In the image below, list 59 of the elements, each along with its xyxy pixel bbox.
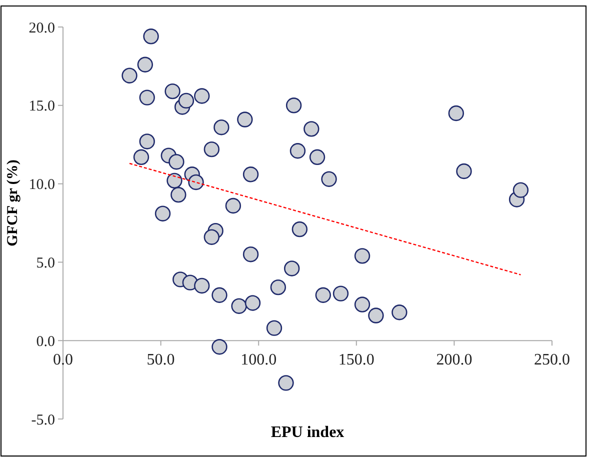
point: [170, 186, 186, 203]
point: [237, 112, 253, 128]
point: [242, 246, 259, 262]
point: [304, 121, 320, 137]
point: [292, 221, 308, 238]
point: [309, 149, 326, 165]
point: [290, 143, 306, 159]
point: [214, 120, 230, 136]
point: [139, 90, 155, 106]
point: [212, 339, 228, 355]
point: [244, 295, 261, 311]
y-tick-label: 5.0: [36, 255, 55, 272]
point: [133, 149, 150, 165]
x-axis-title: EPU index: [270, 424, 344, 441]
point: [392, 304, 408, 320]
y-tick-label: 10.0: [28, 177, 55, 194]
point: [168, 154, 184, 170]
point: [270, 279, 286, 296]
point: [315, 287, 331, 303]
point: [368, 308, 384, 324]
point: [154, 206, 171, 222]
y-tick-label: 0.0: [36, 334, 55, 350]
point: [321, 171, 337, 187]
point: [137, 56, 153, 72]
point: [143, 28, 159, 44]
point: [512, 182, 529, 198]
point: [448, 105, 464, 122]
x-tick-label: 200.0: [436, 352, 472, 369]
x-tick-label: 50.0: [146, 352, 175, 369]
x-tick-label: 150.0: [338, 352, 374, 369]
y-axis-title: GFCF gr (%): [5, 160, 21, 246]
point: [212, 287, 228, 303]
point: [456, 163, 472, 180]
point: [178, 92, 194, 109]
point: [231, 298, 247, 314]
y-tick-label: 15.0: [28, 98, 55, 115]
y-tick-label: -5.0: [31, 412, 55, 428]
point: [278, 375, 294, 391]
x-tick-label: 0.0: [53, 352, 73, 369]
point: [332, 286, 349, 302]
point: [204, 229, 220, 245]
point: [194, 88, 210, 104]
point: [164, 83, 180, 100]
point: [242, 166, 259, 182]
point: [194, 278, 210, 294]
x-tick-label: 250.0: [534, 352, 570, 369]
point: [284, 260, 300, 276]
point: [139, 134, 155, 150]
point: [286, 98, 302, 114]
y-tick-label: 20.0: [28, 20, 55, 36]
point: [354, 248, 370, 264]
point: [266, 320, 282, 336]
x-tick-label: 100.0: [240, 352, 277, 369]
point: [354, 296, 370, 312]
point: [166, 172, 182, 189]
point: [188, 174, 204, 190]
point: [204, 141, 220, 158]
point: [225, 198, 242, 214]
point: [122, 68, 138, 84]
